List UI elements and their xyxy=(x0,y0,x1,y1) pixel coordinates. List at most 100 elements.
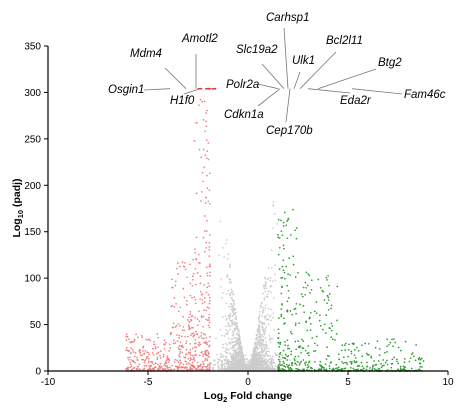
up-point xyxy=(337,366,340,369)
down-point xyxy=(202,365,204,368)
up-point xyxy=(421,366,423,368)
up-point xyxy=(358,364,361,367)
nonsig-point xyxy=(235,361,237,363)
nonsig-point xyxy=(227,325,230,327)
nonsig-point xyxy=(225,318,228,320)
nonsig-point xyxy=(233,359,235,362)
up-point xyxy=(293,358,296,360)
nonsig-point xyxy=(225,302,228,305)
nonsig-point xyxy=(235,352,238,354)
nonsig-point xyxy=(247,364,250,367)
nonsig-point xyxy=(277,354,280,356)
down-point xyxy=(206,286,209,289)
down-point xyxy=(203,301,206,303)
down-point xyxy=(203,166,206,169)
down-point xyxy=(208,366,211,369)
up-point xyxy=(326,302,328,305)
nonsig-point xyxy=(258,359,260,361)
up-point xyxy=(288,257,290,260)
down-point xyxy=(197,261,200,264)
nonsig-point xyxy=(230,291,232,294)
up-point xyxy=(304,281,307,284)
down-point xyxy=(168,350,170,352)
down-point xyxy=(201,171,204,174)
down-point xyxy=(195,236,198,239)
nonsig-point xyxy=(229,353,232,356)
down-point xyxy=(209,271,211,274)
down-point xyxy=(202,355,204,358)
up-point xyxy=(286,220,288,223)
up-point xyxy=(292,255,295,258)
up-point xyxy=(294,362,297,364)
nonsig-point xyxy=(274,361,276,364)
up-point xyxy=(350,363,353,365)
nonsig-point xyxy=(230,347,232,349)
gene-label: Fam46c xyxy=(404,89,446,101)
down-point xyxy=(175,302,177,305)
nonsig-point xyxy=(233,337,236,339)
nonsig-point xyxy=(255,360,258,363)
nonsig-point xyxy=(269,337,272,340)
down-point xyxy=(198,104,200,106)
up-point xyxy=(374,364,377,366)
down-point xyxy=(151,351,154,354)
nonsig-point xyxy=(225,351,227,354)
nonsig-point xyxy=(230,355,233,358)
nonsig-point xyxy=(262,326,264,329)
down-point xyxy=(156,358,159,361)
x-tick-label: 10 xyxy=(442,377,454,388)
nonsig-point xyxy=(251,361,254,364)
nonsig-point xyxy=(262,329,265,332)
down-point xyxy=(205,246,207,249)
down-point xyxy=(205,350,207,352)
down-point xyxy=(138,350,141,353)
down-point xyxy=(174,284,177,287)
nonsig-point xyxy=(269,338,272,341)
nonsig-point xyxy=(249,368,252,371)
nonsig-point xyxy=(263,366,266,369)
nonsig-point xyxy=(250,360,253,363)
up-point xyxy=(340,367,343,370)
nonsig-point xyxy=(246,358,249,360)
up-point xyxy=(335,363,338,366)
down-point xyxy=(201,302,204,305)
nonsig-point xyxy=(240,365,243,368)
nonsig-point xyxy=(265,347,268,350)
up-point xyxy=(300,293,303,295)
up-point xyxy=(299,345,302,347)
annotation-leader xyxy=(261,63,285,89)
up-point xyxy=(319,314,321,317)
down-point xyxy=(154,366,156,368)
nonsig-point xyxy=(267,354,270,357)
down-point xyxy=(206,359,209,362)
nonsig-point xyxy=(216,353,219,356)
down-point xyxy=(179,352,181,355)
up-point xyxy=(353,354,356,357)
nonsig-point xyxy=(246,367,249,370)
nonsig-point xyxy=(225,349,228,351)
down-point xyxy=(152,347,154,350)
nonsig-point xyxy=(215,337,217,340)
nonsig-point xyxy=(260,322,263,325)
nonsig-point xyxy=(273,213,276,215)
down-point xyxy=(163,339,166,342)
down-point xyxy=(203,284,206,286)
nonsig-point xyxy=(263,333,266,336)
nonsig-point xyxy=(267,347,270,350)
down-point xyxy=(177,262,179,264)
down-point xyxy=(129,363,132,366)
nonsig-point xyxy=(266,295,269,298)
down-point xyxy=(192,335,195,338)
down-point xyxy=(209,296,211,299)
down-point xyxy=(204,357,207,360)
up-point xyxy=(277,234,279,236)
down-point xyxy=(137,336,139,339)
down-point xyxy=(179,359,182,362)
down-point xyxy=(205,120,207,123)
up-point xyxy=(323,367,325,369)
down-point xyxy=(208,316,210,319)
down-point xyxy=(207,324,210,327)
up-point xyxy=(287,355,290,357)
up-point xyxy=(365,352,368,355)
up-point xyxy=(286,355,288,358)
